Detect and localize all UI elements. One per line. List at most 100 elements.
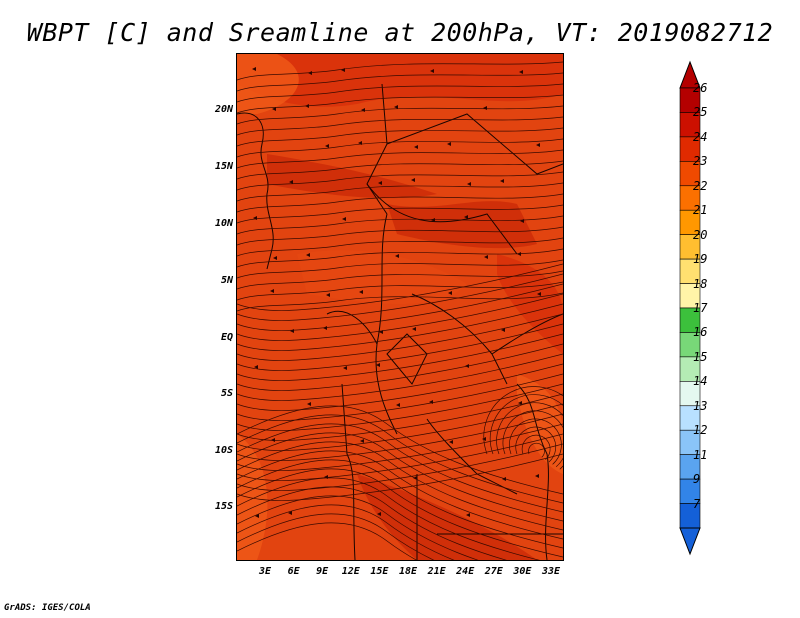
- streamline: [237, 292, 563, 312]
- streamline: [237, 468, 563, 558]
- streamline: [237, 433, 563, 481]
- streamline-arrow: [270, 289, 274, 293]
- streamline-arrow: [413, 476, 417, 480]
- wbpt-shade-patch: [237, 54, 563, 107]
- streamline: [237, 149, 563, 169]
- streamline-arrow: [537, 292, 541, 296]
- lon-tick-label: 18E: [398, 566, 418, 577]
- streamline-arrow: [255, 514, 259, 518]
- streamline: [237, 215, 563, 235]
- streamline: [237, 313, 563, 361]
- streamline: [237, 353, 563, 401]
- streamline: [237, 413, 563, 461]
- map-field: [237, 54, 563, 560]
- streamline-arrow: [358, 141, 362, 145]
- wbpt-shade-patch: [517, 374, 563, 474]
- lon-tick-label: 33E: [541, 566, 561, 577]
- lat-tick-label: 5S: [220, 388, 233, 399]
- streamline: [237, 393, 563, 441]
- streamline-arrow: [517, 252, 521, 256]
- map-panel: [236, 53, 564, 561]
- colorbar-tick-label: 19: [693, 252, 708, 267]
- streamline-arrow: [306, 253, 310, 257]
- lon-tick-label: 3E: [258, 566, 272, 577]
- streamline-arrow: [430, 69, 434, 73]
- streamline-arrow: [466, 513, 470, 517]
- streamline: [237, 477, 540, 560]
- streamline-arrow: [535, 474, 539, 478]
- streamline-arrow: [360, 439, 364, 443]
- colorbar-tick-label: 13: [693, 398, 708, 413]
- colorbar-tick-label: 9: [693, 472, 701, 487]
- streamline-arrow: [288, 511, 292, 515]
- colorbar-tick-label: 20: [693, 227, 708, 242]
- colorbar-tick-label: 21: [693, 203, 708, 218]
- streamline: [237, 105, 563, 125]
- lat-tick-label: 10S: [214, 445, 233, 456]
- streamline-arrow: [305, 104, 309, 108]
- lat-tick-label: EQ: [220, 332, 233, 343]
- streamline: [237, 160, 563, 180]
- colorbar-tick-label: 25: [693, 105, 708, 120]
- streamline-arrow: [324, 475, 328, 479]
- colorbar-tick-label: 23: [693, 154, 708, 169]
- lon-tick-label: 6E: [287, 566, 300, 577]
- streamline-arrow: [501, 328, 505, 332]
- streamline: [528, 442, 545, 458]
- streamline: [237, 495, 479, 560]
- streamline: [237, 432, 563, 522]
- streamline-arrow: [482, 437, 486, 441]
- streamline-arrow: [394, 105, 398, 109]
- lon-tick-label: 15E: [370, 566, 389, 577]
- streamline: [496, 402, 563, 470]
- streamline-arrow: [536, 143, 540, 147]
- streamline-arrow: [271, 438, 275, 442]
- streamline: [237, 459, 563, 549]
- colorbar-tick-label: 24: [693, 129, 708, 144]
- streamline: [237, 486, 507, 560]
- streamline: [237, 423, 563, 513]
- lat-tick-label: 10N: [214, 218, 233, 229]
- streamline-arrow: [290, 329, 294, 333]
- streamline: [237, 453, 563, 501]
- streamline: [237, 273, 563, 321]
- colorbar-tick-label: 16: [693, 325, 708, 340]
- lat-tick-label: 20N: [214, 104, 233, 115]
- streamline-arrow: [520, 219, 524, 223]
- streamline: [237, 226, 563, 246]
- colorbar-tick-label: 14: [693, 374, 708, 389]
- streamline: [515, 426, 557, 463]
- streamline-arrow: [379, 330, 383, 334]
- streamline-arrow: [448, 291, 452, 295]
- colorbar-tick-label: 11: [693, 447, 708, 462]
- streamline-arrow: [341, 68, 345, 72]
- streamline: [237, 283, 563, 331]
- colorbar-tick-label: 18: [693, 276, 708, 291]
- streamline: [237, 373, 563, 421]
- streamline-arrow: [307, 402, 311, 406]
- streamline: [237, 383, 563, 431]
- streamline: [237, 182, 563, 202]
- streamline-arrow: [272, 107, 276, 111]
- colorbar-tick-label: 15: [693, 349, 708, 364]
- lon-tick-label: 30E: [513, 566, 532, 577]
- country-border: [326, 310, 378, 345]
- streamline: [521, 434, 551, 460]
- streamline-arrow: [378, 181, 382, 185]
- streamline: [237, 193, 563, 213]
- streamline-arrow: [518, 401, 522, 405]
- streamline: [237, 204, 563, 224]
- streamline-arrow: [396, 403, 400, 407]
- streamline: [237, 61, 563, 81]
- streamline-arrow: [343, 366, 347, 370]
- country-border: [366, 83, 388, 215]
- streamline: [237, 72, 563, 92]
- lat-tick-label: 15N: [214, 161, 233, 172]
- streamline: [237, 293, 563, 341]
- country-border: [386, 113, 563, 175]
- streamline: [237, 323, 563, 371]
- streamline: [237, 333, 563, 381]
- grads-credit: GrADS: IGES/COLA: [4, 603, 91, 613]
- country-border: [366, 183, 518, 255]
- wbpt-field-background: [237, 54, 563, 560]
